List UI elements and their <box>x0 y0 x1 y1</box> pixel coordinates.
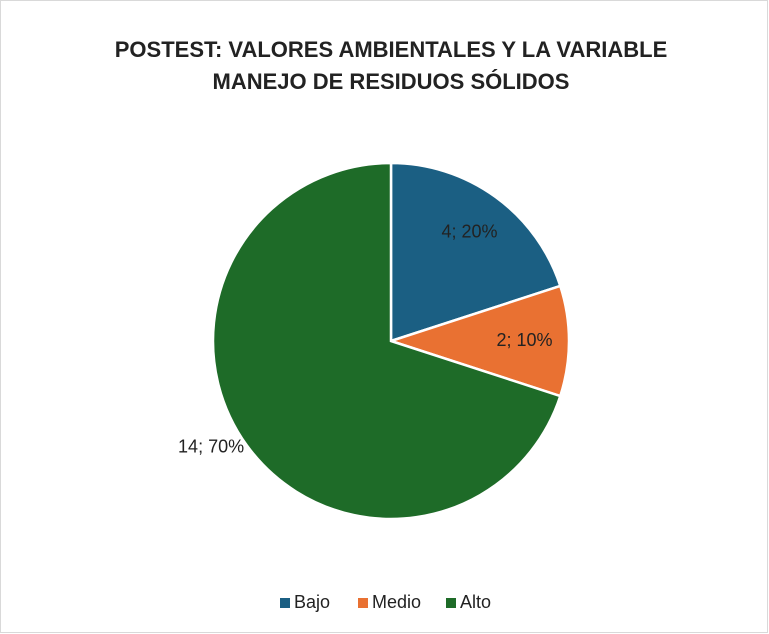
legend-label: Alto <box>460 592 491 612</box>
legend-swatch <box>446 598 456 608</box>
data-label: 14; 70% <box>178 436 244 456</box>
legend-label: Bajo <box>294 592 330 612</box>
chart-title: POSTEST: VALORES AMBIENTALES Y LA VARIAB… <box>115 37 668 62</box>
chart-title: MANEJO DE RESIDUOS SÓLIDOS <box>213 69 570 94</box>
pie-slice <box>211 161 562 521</box>
data-label: 2; 10% <box>496 330 552 350</box>
pie-slice <box>386 284 571 398</box>
data-label: 4; 20% <box>441 222 497 242</box>
legend-swatch <box>358 598 368 608</box>
legend-label: Medio <box>372 592 421 612</box>
legend-swatch <box>280 598 290 608</box>
pie-slice <box>389 161 562 343</box>
